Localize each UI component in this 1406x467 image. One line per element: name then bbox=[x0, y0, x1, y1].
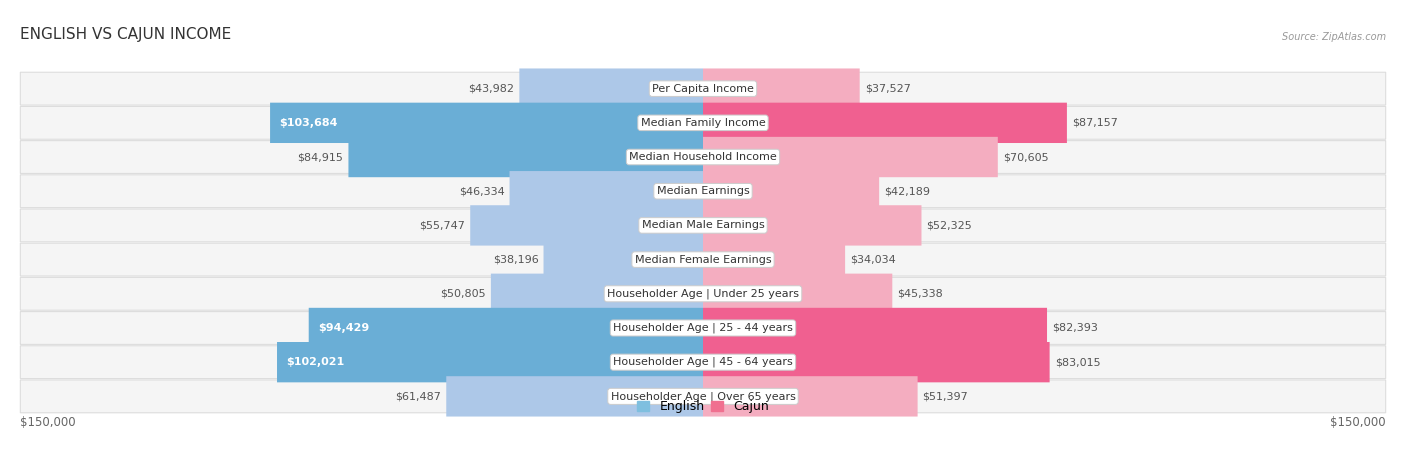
Text: $102,021: $102,021 bbox=[287, 357, 344, 367]
Text: Householder Age | 45 - 64 years: Householder Age | 45 - 64 years bbox=[613, 357, 793, 368]
FancyBboxPatch shape bbox=[20, 311, 1386, 344]
Text: Median Female Earnings: Median Female Earnings bbox=[634, 255, 772, 265]
FancyBboxPatch shape bbox=[703, 171, 879, 212]
Text: $45,338: $45,338 bbox=[897, 289, 943, 299]
FancyBboxPatch shape bbox=[20, 277, 1386, 310]
Text: $103,684: $103,684 bbox=[280, 118, 337, 128]
Text: Median Male Earnings: Median Male Earnings bbox=[641, 220, 765, 230]
FancyBboxPatch shape bbox=[446, 376, 703, 417]
Text: Householder Age | Under 25 years: Householder Age | Under 25 years bbox=[607, 289, 799, 299]
Text: Median Family Income: Median Family Income bbox=[641, 118, 765, 128]
Text: $70,605: $70,605 bbox=[1002, 152, 1049, 162]
FancyBboxPatch shape bbox=[519, 69, 703, 109]
Text: $87,157: $87,157 bbox=[1071, 118, 1118, 128]
Text: Median Household Income: Median Household Income bbox=[628, 152, 778, 162]
FancyBboxPatch shape bbox=[491, 274, 703, 314]
Text: Householder Age | Over 65 years: Householder Age | Over 65 years bbox=[610, 391, 796, 402]
Legend: English, Cajun: English, Cajun bbox=[631, 395, 775, 418]
FancyBboxPatch shape bbox=[703, 308, 1047, 348]
FancyBboxPatch shape bbox=[544, 240, 703, 280]
FancyBboxPatch shape bbox=[309, 308, 703, 348]
Text: $46,334: $46,334 bbox=[458, 186, 505, 196]
FancyBboxPatch shape bbox=[703, 274, 893, 314]
FancyBboxPatch shape bbox=[703, 342, 1050, 382]
Text: $42,189: $42,189 bbox=[884, 186, 931, 196]
FancyBboxPatch shape bbox=[20, 346, 1386, 379]
Text: $61,487: $61,487 bbox=[395, 391, 441, 401]
Text: $37,527: $37,527 bbox=[865, 84, 911, 94]
FancyBboxPatch shape bbox=[20, 209, 1386, 242]
FancyBboxPatch shape bbox=[703, 69, 859, 109]
Text: $150,000: $150,000 bbox=[1330, 416, 1386, 429]
Text: Source: ZipAtlas.com: Source: ZipAtlas.com bbox=[1281, 33, 1386, 42]
Text: $50,805: $50,805 bbox=[440, 289, 486, 299]
Text: ENGLISH VS CAJUN INCOME: ENGLISH VS CAJUN INCOME bbox=[20, 28, 232, 42]
FancyBboxPatch shape bbox=[20, 106, 1386, 139]
Text: $150,000: $150,000 bbox=[20, 416, 76, 429]
FancyBboxPatch shape bbox=[270, 103, 703, 143]
FancyBboxPatch shape bbox=[20, 141, 1386, 173]
Text: Median Earnings: Median Earnings bbox=[657, 186, 749, 196]
FancyBboxPatch shape bbox=[509, 171, 703, 212]
Text: $51,397: $51,397 bbox=[922, 391, 969, 401]
FancyBboxPatch shape bbox=[277, 342, 703, 382]
Text: Per Capita Income: Per Capita Income bbox=[652, 84, 754, 94]
FancyBboxPatch shape bbox=[703, 103, 1067, 143]
Text: $94,429: $94,429 bbox=[318, 323, 370, 333]
FancyBboxPatch shape bbox=[349, 137, 703, 177]
Text: $52,325: $52,325 bbox=[927, 220, 972, 230]
Text: $43,982: $43,982 bbox=[468, 84, 515, 94]
FancyBboxPatch shape bbox=[20, 380, 1386, 413]
FancyBboxPatch shape bbox=[20, 175, 1386, 208]
Text: $55,747: $55,747 bbox=[419, 220, 465, 230]
Text: $38,196: $38,196 bbox=[492, 255, 538, 265]
FancyBboxPatch shape bbox=[703, 137, 998, 177]
FancyBboxPatch shape bbox=[470, 205, 703, 246]
Text: Householder Age | 25 - 44 years: Householder Age | 25 - 44 years bbox=[613, 323, 793, 333]
FancyBboxPatch shape bbox=[703, 205, 921, 246]
FancyBboxPatch shape bbox=[20, 243, 1386, 276]
Text: $83,015: $83,015 bbox=[1054, 357, 1101, 367]
FancyBboxPatch shape bbox=[20, 72, 1386, 105]
Text: $84,915: $84,915 bbox=[298, 152, 343, 162]
Text: $34,034: $34,034 bbox=[851, 255, 896, 265]
FancyBboxPatch shape bbox=[703, 376, 918, 417]
Text: $82,393: $82,393 bbox=[1052, 323, 1098, 333]
FancyBboxPatch shape bbox=[703, 240, 845, 280]
